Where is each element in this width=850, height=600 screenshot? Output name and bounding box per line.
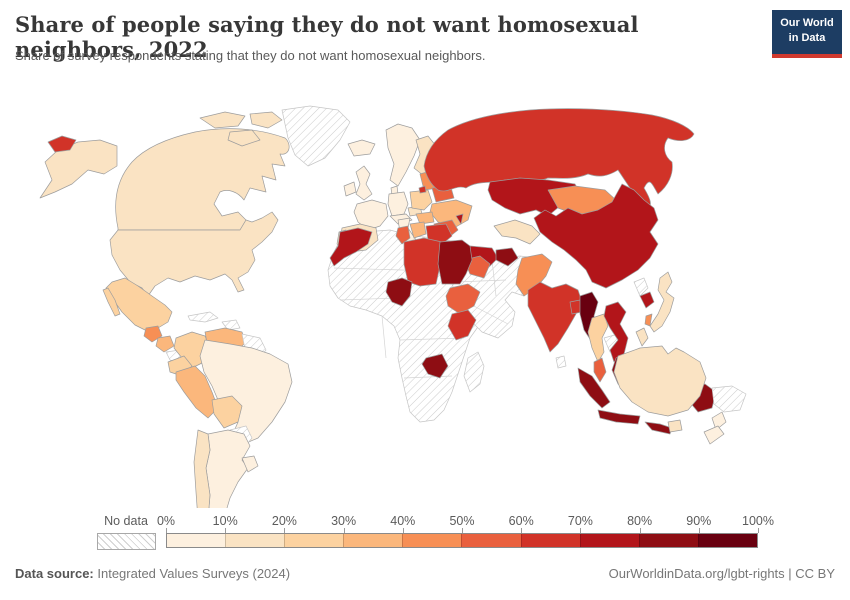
legend-tick-label: 20% bbox=[271, 514, 297, 528]
chart-title: Share of people saying they do not want … bbox=[15, 12, 639, 62]
world-choropleth-map[interactable] bbox=[0, 100, 850, 508]
owid-logo[interactable]: Our World in Data bbox=[772, 10, 842, 58]
country-uzbekistan[interactable] bbox=[493, 219, 541, 245]
legend-bucket-50%-60%[interactable] bbox=[461, 534, 521, 547]
data-source-value: Integrated Values Surveys (2024) bbox=[93, 566, 291, 581]
country-tunisia[interactable] bbox=[395, 225, 411, 245]
country-papua-new-guinea[interactable] bbox=[711, 385, 747, 413]
country-iceland[interactable] bbox=[347, 139, 376, 157]
legend-tick-label: 50% bbox=[449, 514, 475, 528]
country-indonesia-java[interactable] bbox=[597, 409, 641, 425]
country-madagascar[interactable] bbox=[463, 351, 485, 393]
legend-bucket-70%-80%[interactable] bbox=[579, 534, 639, 547]
country-brazil[interactable] bbox=[199, 339, 293, 445]
country-russia-kaliningrad[interactable] bbox=[418, 185, 427, 194]
country-canada-arctic-2[interactable] bbox=[249, 111, 283, 129]
country-malaysia-peninsula[interactable] bbox=[593, 357, 607, 383]
country-libya[interactable] bbox=[403, 237, 443, 287]
country-zimbabwe[interactable] bbox=[421, 353, 449, 379]
mideast-internal-borders bbox=[455, 259, 509, 325]
map-legend: No data 0% 10% 20% 30% 40% 50% 60% 70% 80% 90% 100… bbox=[0, 512, 850, 552]
country-new-zealand-north[interactable] bbox=[711, 411, 727, 431]
data-source-label: Data source: bbox=[15, 566, 94, 581]
country-australia[interactable] bbox=[613, 345, 707, 417]
country-ireland[interactable] bbox=[343, 181, 357, 197]
country-nicaragua[interactable] bbox=[155, 335, 175, 353]
country-hungary-slovakia[interactable] bbox=[415, 211, 435, 225]
country-peru[interactable] bbox=[175, 365, 219, 419]
country-armenia-azerbaijan[interactable] bbox=[495, 247, 519, 267]
country-mexico-baja[interactable] bbox=[102, 287, 121, 317]
no-data-swatch[interactable] bbox=[97, 533, 156, 550]
country-guatemala[interactable] bbox=[143, 325, 163, 343]
country-canada-arctic-3[interactable] bbox=[227, 129, 261, 147]
country-vietnam[interactable] bbox=[603, 301, 629, 363]
country-uruguay[interactable] bbox=[241, 455, 259, 473]
legend-tick-label: 10% bbox=[212, 514, 238, 528]
country-norway-sweden[interactable] bbox=[385, 123, 421, 187]
country-russia-chukotka[interactable] bbox=[47, 135, 77, 153]
legend-color-bar[interactable] bbox=[166, 533, 758, 548]
country-chile[interactable] bbox=[193, 429, 212, 508]
country-north-korea[interactable] bbox=[633, 277, 649, 297]
country-china[interactable] bbox=[533, 183, 659, 289]
chart-subtitle: Share of survey respondents stating that… bbox=[15, 48, 486, 63]
country-uk[interactable] bbox=[355, 165, 373, 201]
owid-logo-line1: Our World bbox=[780, 17, 834, 29]
country-cuba[interactable] bbox=[187, 311, 219, 323]
country-new-zealand-south[interactable] bbox=[703, 425, 725, 445]
legend-bucket-0%-10%[interactable] bbox=[167, 534, 226, 547]
legend-tick-marks bbox=[166, 528, 759, 533]
country-alaska[interactable] bbox=[39, 139, 118, 199]
country-canada[interactable] bbox=[115, 128, 290, 231]
legend-scale: 0% 10% 20% 30% 40% 50% 60% 70% 80% 90% 100% bbox=[157, 512, 774, 550]
country-philippines-luzon[interactable] bbox=[635, 327, 649, 347]
country-germany[interactable] bbox=[387, 191, 409, 217]
legend-tick-label: 0% bbox=[156, 514, 176, 528]
country-nigeria[interactable] bbox=[385, 277, 413, 307]
country-tasmania[interactable] bbox=[667, 419, 683, 433]
legend-bucket-40%-50%[interactable] bbox=[402, 534, 462, 547]
country-japan[interactable] bbox=[649, 271, 675, 333]
owid-logo-line2: in Data bbox=[788, 31, 826, 44]
country-egypt[interactable] bbox=[437, 239, 473, 285]
country-south-korea[interactable] bbox=[639, 291, 655, 309]
legend-tick-label: 40% bbox=[390, 514, 416, 528]
africa-internal-borders bbox=[333, 237, 469, 379]
legend-bucket-30%-40%[interactable] bbox=[343, 534, 403, 547]
country-morocco[interactable] bbox=[329, 227, 373, 267]
country-argentina[interactable] bbox=[205, 429, 251, 508]
country-indonesia-sumatra[interactable] bbox=[577, 367, 611, 409]
legend-tick-labels: 0% 10% 20% 30% 40% 50% 60% 70% 80% 90% 100% bbox=[157, 514, 774, 528]
legend-bucket-20%-30%[interactable] bbox=[284, 534, 344, 547]
country-sri-lanka[interactable] bbox=[555, 355, 567, 369]
legend-bucket-90%-100%[interactable] bbox=[697, 534, 757, 547]
legend-tick-label: 30% bbox=[331, 514, 357, 528]
country-france[interactable] bbox=[353, 199, 389, 231]
legend-tick-label: 90% bbox=[686, 514, 712, 528]
legend-tick-label: 100% bbox=[742, 514, 774, 528]
no-data-label: No data bbox=[104, 514, 148, 528]
chart-footer: Data source: Integrated Values Surveys (… bbox=[15, 566, 835, 581]
country-croatia-bosnia[interactable] bbox=[409, 221, 427, 239]
country-hispaniola[interactable] bbox=[221, 319, 241, 331]
country-canada-arctic-1[interactable] bbox=[199, 111, 246, 129]
legend-tick-label: 70% bbox=[567, 514, 593, 528]
country-kenya[interactable] bbox=[447, 309, 477, 341]
country-bolivia[interactable] bbox=[211, 395, 243, 429]
legend-bucket-10%-20%[interactable] bbox=[225, 534, 285, 547]
country-india[interactable] bbox=[527, 281, 583, 353]
legend-bucket-60%-70%[interactable] bbox=[520, 534, 580, 547]
country-moldova[interactable] bbox=[455, 213, 464, 225]
legend-tick-label: 60% bbox=[508, 514, 534, 528]
country-greenland[interactable] bbox=[281, 105, 351, 167]
country-indonesia-lesser-sunda[interactable] bbox=[644, 421, 673, 435]
legend-tick-label: 80% bbox=[627, 514, 653, 528]
footer-link[interactable]: OurWorldinData.org/lgbt-rights | CC BY bbox=[608, 566, 835, 581]
legend-bucket-80%-90%[interactable] bbox=[638, 534, 698, 547]
